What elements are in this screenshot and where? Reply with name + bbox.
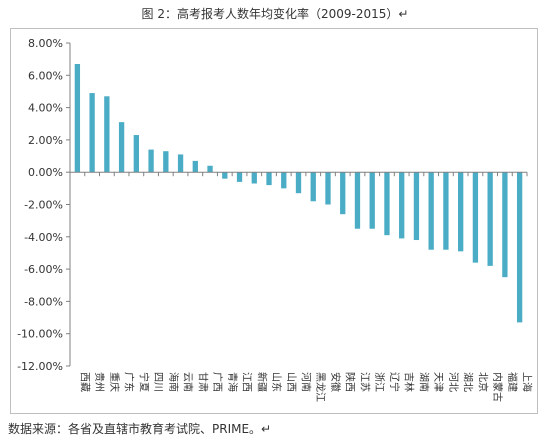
bar-宁夏 (133, 135, 139, 173)
bar-天津 (428, 172, 434, 250)
category-label: 新疆 (255, 372, 268, 392)
bar-福建 (502, 172, 508, 278)
bar-内蒙古 (487, 172, 493, 266)
category-label: 上海 (521, 372, 534, 392)
category-label: 北京 (476, 372, 489, 392)
bar-广东 (118, 122, 125, 173)
category-label: 山西 (285, 372, 297, 392)
y-tick-label: -8.00% (24, 295, 63, 308)
category-label: 广西 (211, 372, 223, 392)
category-label: 山东 (270, 372, 283, 392)
bar-贵州 (89, 93, 95, 173)
bar-西藏 (74, 63, 81, 173)
category-label: 福建 (506, 372, 519, 392)
bar-上海 (516, 172, 523, 323)
category-label: 云南 (182, 372, 195, 392)
category-label: 海南 (167, 372, 180, 392)
category-label: 内蒙古 (491, 372, 504, 402)
bar-河南 (295, 172, 302, 194)
bar-辽宁 (384, 172, 390, 236)
bar-江苏 (354, 172, 361, 229)
category-label: 浙江 (373, 372, 385, 392)
y-tick-label: 6.00% (28, 69, 63, 82)
y-tick-label: -12.00% (17, 360, 63, 373)
category-label: 贵州 (93, 372, 106, 392)
chart-title: 图 2：高考报考人数年均变化率（2009-2015）↵ (141, 7, 409, 21)
bar-山东 (266, 172, 272, 186)
bar-山西 (281, 172, 287, 189)
category-label: 江苏 (358, 372, 371, 392)
y-tick-label: -4.00% (24, 231, 63, 244)
bar-北京 (472, 172, 479, 263)
y-tick-label: -10.00% (17, 328, 63, 341)
bar-甘肃 (192, 160, 198, 173)
category-label: 辽宁 (388, 372, 401, 392)
category-label: 陕西 (344, 372, 357, 392)
bar-湖南 (413, 172, 420, 241)
category-label: 重庆 (108, 372, 121, 392)
bar-湖北 (458, 172, 464, 252)
source-note: 数据来源：各省及直辖市教育考试院、PRIME。↵ (8, 422, 272, 436)
category-label: 天津 (432, 372, 444, 392)
bar-浙江 (369, 172, 375, 229)
bar-四川 (148, 149, 154, 173)
category-label: 甘肃 (196, 372, 209, 392)
category-label: 宁夏 (137, 372, 150, 392)
bar-江西 (236, 172, 243, 182)
category-label: 黑龙江 (314, 372, 327, 402)
category-label: 吉林 (403, 372, 416, 392)
y-tick-label: 2.00% (28, 134, 63, 147)
category-label: 安徽 (329, 372, 342, 392)
y-tick-label: 4.00% (28, 102, 63, 115)
category-label: 湖南 (417, 372, 430, 392)
bar-安徽 (325, 172, 331, 205)
bar-新疆 (251, 172, 257, 184)
bar-云南 (177, 154, 184, 173)
bar-陕西 (340, 172, 346, 215)
bar-广西 (207, 165, 213, 173)
bar-黑龙江 (310, 172, 316, 202)
bar-青海 (222, 172, 228, 179)
category-label: 湖北 (462, 372, 474, 392)
category-label: 四川 (152, 372, 163, 392)
category-label: 青海 (226, 372, 239, 392)
category-label: 江西 (241, 372, 253, 392)
category-label: 广东 (123, 372, 136, 392)
category-label: 西藏 (78, 372, 90, 392)
bar-重庆 (104, 96, 110, 173)
category-label: 河北 (447, 372, 459, 392)
chart-frame (10, 28, 538, 414)
y-tick-label: -6.00% (24, 263, 63, 276)
bar-河北 (443, 172, 449, 250)
category-label: 河南 (300, 372, 313, 392)
bar-海南 (163, 151, 169, 173)
y-tick-label: 8.00% (28, 37, 63, 50)
y-tick-label: 0.00% (28, 166, 63, 179)
bar-吉林 (399, 172, 405, 239)
y-tick-label: -2.00% (24, 199, 63, 212)
